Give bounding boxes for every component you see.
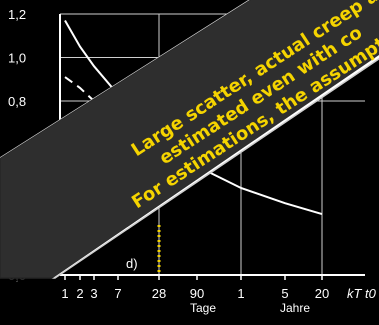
x-tick-label: 3 [90,286,97,301]
x-tick-labels: 1 2 3 7 28 90 1 5 20 [61,275,329,301]
x-tick-label: 1 [61,286,68,301]
partial-label: d) [126,256,138,271]
x-tick-label: 2 [76,286,83,301]
y-tick-label: 0,8 [8,94,26,109]
x-tick-label: 5 [281,286,288,301]
banner-face [0,0,379,282]
x-tick-label: 28 [152,286,166,301]
series-line-1 [64,76,95,102]
x-axis-label: kT t0 [347,286,377,301]
x-tick-label: 90 [190,286,204,301]
y-tick-label: 1,2 [8,7,26,22]
x-unit-days: Tage [190,301,216,315]
x-tick-label: 20 [315,286,329,301]
y-tick-label: 1,0 [8,51,26,66]
x-unit-years: Jahre [280,301,310,315]
x-tick-label: 7 [114,286,121,301]
x-tick-label: 1 [237,286,244,301]
